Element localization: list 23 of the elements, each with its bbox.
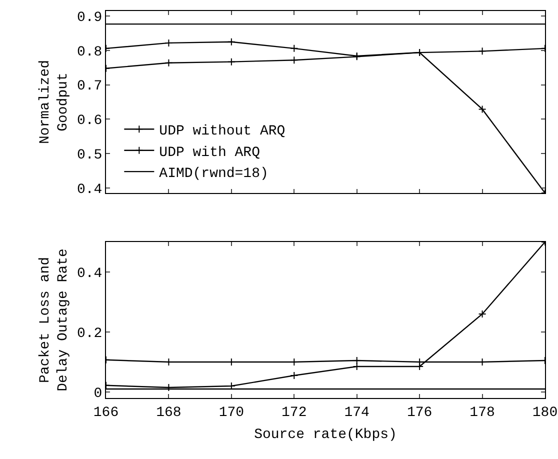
x-axis-title: Source rate(Kbps) xyxy=(254,427,397,444)
x-tick-label: 178 xyxy=(470,404,495,421)
x-tick-label: 172 xyxy=(282,404,307,421)
x-tick-label: 176 xyxy=(406,404,432,421)
y-tick-label: 0.4 xyxy=(76,266,102,282)
y-tick-label: 0.9 xyxy=(76,10,102,26)
x-tick-label: 180 xyxy=(532,404,558,421)
y-axis-title: Normalized Goodput xyxy=(37,60,72,144)
y-tick-label: 0.5 xyxy=(76,147,102,164)
x-tick-label: 170 xyxy=(218,404,244,421)
y-tick-label: 0.4 xyxy=(76,182,102,198)
y-tick-label: 0.6 xyxy=(76,113,102,130)
y-tick-label: 0 xyxy=(94,386,102,402)
y-tick-label: 0.7 xyxy=(76,78,102,95)
legend-label: UDP with ARQ xyxy=(159,144,260,161)
legend-label: UDP without ARQ xyxy=(159,124,286,140)
x-tick-label: 174 xyxy=(344,404,370,421)
y-axis-title: Packet Loss and Delay Outage Rate xyxy=(37,248,72,392)
legend-label: AIMD(rwnd=18) xyxy=(159,166,268,182)
x-tick-label: 166 xyxy=(93,404,119,421)
y-tick-label: 0.8 xyxy=(76,44,102,60)
x-tick-label: 168 xyxy=(156,404,182,421)
y-tick-label: 0.2 xyxy=(76,326,102,342)
